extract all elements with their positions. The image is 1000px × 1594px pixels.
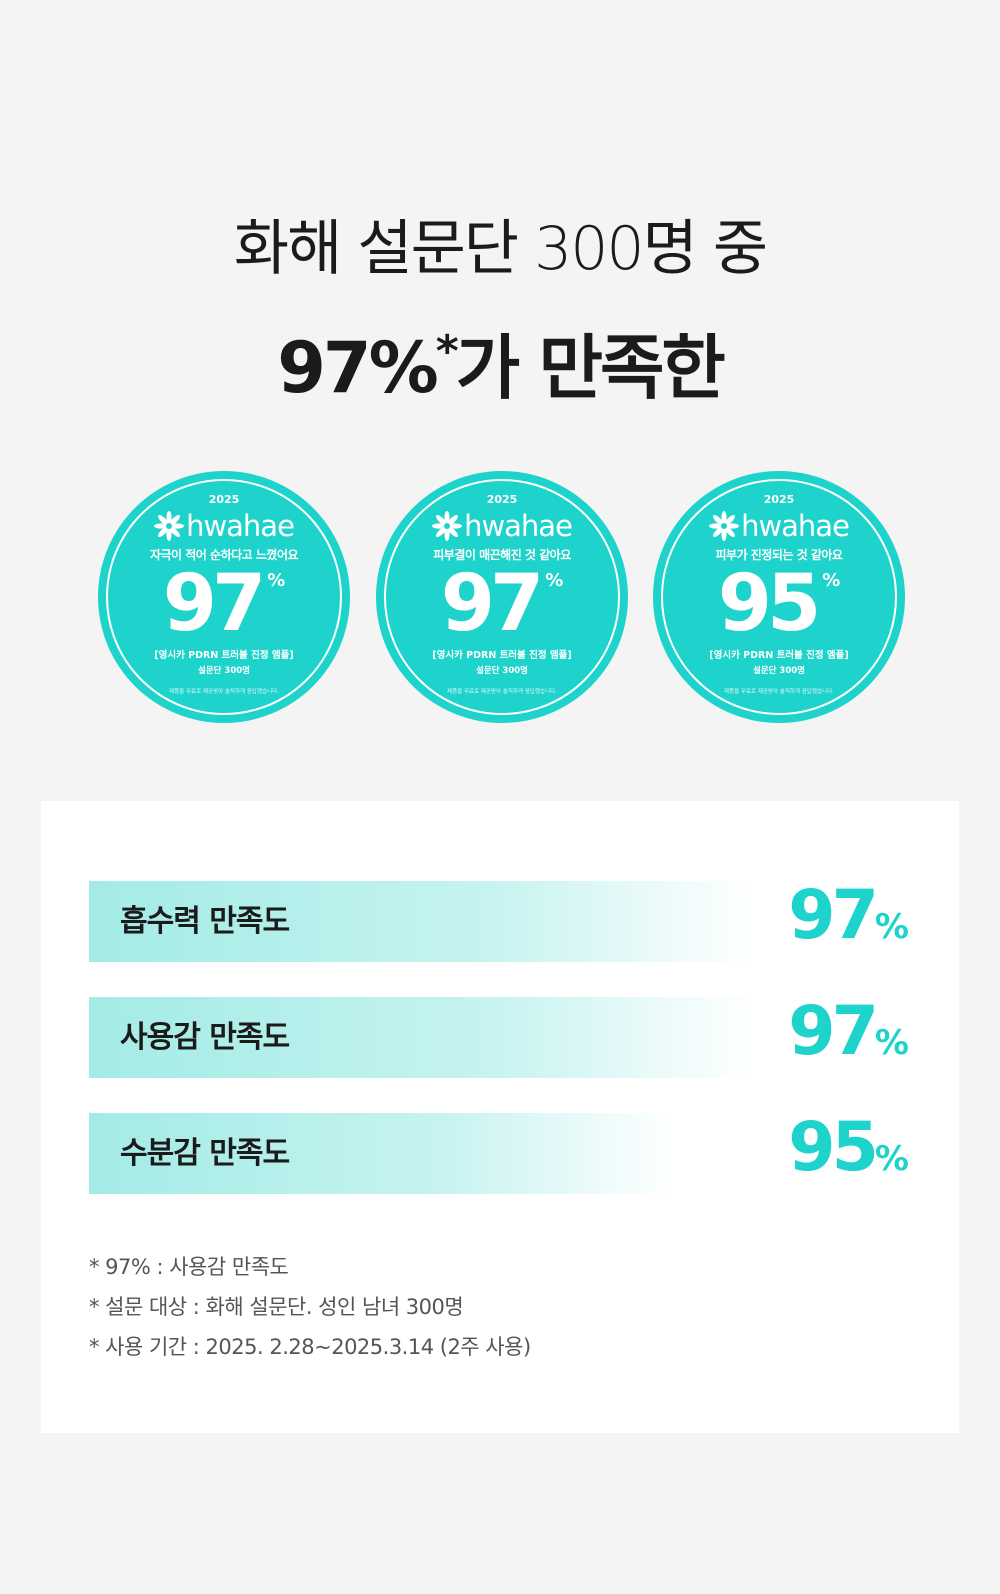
badge-unit: % bbox=[545, 570, 564, 591]
badge-product: [영시카 PDRN 트러블 진정 앰플] bbox=[154, 650, 294, 661]
badge-ring bbox=[106, 479, 342, 715]
badge-brand: hwahae bbox=[653, 509, 905, 543]
bar-number: 97 bbox=[788, 992, 879, 1071]
badge-claim: 피부결이 매끈해진 것 같아요 bbox=[433, 548, 571, 562]
footnote: * 설문 대상 : 화해 설문단. 성인 남녀 300명 bbox=[89, 1295, 464, 1319]
badge-brand: hwahae bbox=[376, 509, 628, 543]
footnote: * 사용 기간 : 2025. 2.28~2025.3.14 (2주 사용) bbox=[89, 1335, 531, 1359]
badge-number: 95 bbox=[717, 559, 822, 649]
logo-icon bbox=[154, 511, 185, 541]
bar-unit: % bbox=[874, 1139, 909, 1179]
badge: 2025 hwahae 피부결이 매끈해진 것 같아요 97% [영시카 PDRN 트러… bbox=[376, 471, 628, 723]
bar-unit: % bbox=[874, 1023, 909, 1063]
title-line2: 97%*가 만족한 bbox=[0, 312, 1000, 413]
bar-value: 95% bbox=[788, 1107, 909, 1200]
badge-brand: hwahae bbox=[98, 509, 350, 543]
badge: 2025 hwahae 자극이 적어 순하다고 느꼈어요 97% [영시카 PDRN 트… bbox=[98, 471, 350, 723]
badge-claim: 자극이 적어 순하다고 느꼈어요 bbox=[149, 548, 299, 562]
title-rest: 가 만족한 bbox=[455, 327, 726, 409]
badge-panel: 설문단 300명 bbox=[476, 666, 528, 676]
badge-year: 2025 bbox=[486, 493, 518, 506]
bar-number: 95 bbox=[788, 1108, 879, 1187]
badge-ring bbox=[661, 479, 897, 715]
badge-disclaimer: 제품을 무료로 제공받아 솔직하게 응답했습니다. bbox=[169, 689, 279, 695]
badge-product: [영시카 PDRN 트러블 진정 앰플] bbox=[432, 650, 572, 661]
badge-year: 2025 bbox=[208, 493, 240, 506]
bar-row: 사용감 만족도 97% bbox=[89, 992, 909, 1078]
badge-panel: 설문단 300명 bbox=[753, 666, 805, 676]
bar-unit: % bbox=[874, 907, 909, 947]
badge-number: 97 bbox=[440, 559, 545, 649]
title-line1: 화해 설문단 300명 중 bbox=[233, 214, 768, 284]
badge-unit: % bbox=[822, 570, 841, 591]
badge-unit: % bbox=[267, 570, 286, 591]
bar-label: 사용감 만족도 bbox=[120, 1020, 290, 1055]
badge-product: [영시카 PDRN 트러블 진정 앰플] bbox=[709, 650, 849, 661]
badge-disclaimer: 제품을 무료로 제공받아 솔직하게 응답했습니다. bbox=[724, 689, 834, 695]
footnote: * 97% : 사용감 만족도 bbox=[89, 1255, 289, 1279]
title-asterisk: * bbox=[435, 326, 459, 377]
bar-number: 97 bbox=[788, 876, 879, 955]
badge-brand-text: hwahae bbox=[186, 509, 295, 543]
bar-row: 수분감 만족도 95% bbox=[89, 1108, 909, 1194]
badge-brand-text: hwahae bbox=[741, 509, 850, 543]
badge-brand-text: hwahae bbox=[464, 509, 573, 543]
badge-value: 95% bbox=[653, 559, 905, 649]
badge-number: 97 bbox=[162, 559, 267, 649]
badge: 2025 hwahae 피부가 진정되는 것 같아요 95% [영시카 PDRN 트러블… bbox=[653, 471, 905, 723]
badge-panel: 설문단 300명 bbox=[198, 666, 250, 676]
title-highlight: 97% bbox=[277, 327, 439, 409]
bar-value: 97% bbox=[788, 875, 909, 968]
badge-disclaimer: 제품을 무료로 제공받아 솔직하게 응답했습니다. bbox=[447, 689, 557, 695]
bar-label: 흡수력 만족도 bbox=[120, 904, 290, 939]
bar-label: 수분감 만족도 bbox=[120, 1136, 290, 1171]
badge-value: 97% bbox=[98, 559, 350, 649]
logo-icon bbox=[432, 511, 463, 541]
badge-value: 97% bbox=[376, 559, 628, 649]
badge-claim: 피부가 진정되는 것 같아요 bbox=[715, 548, 843, 562]
bar-row: 흡수력 만족도 97% bbox=[89, 876, 909, 962]
logo-icon bbox=[709, 511, 740, 541]
badge-year: 2025 bbox=[763, 493, 795, 506]
badge-ring bbox=[384, 479, 620, 715]
bar-value: 97% bbox=[788, 991, 909, 1084]
